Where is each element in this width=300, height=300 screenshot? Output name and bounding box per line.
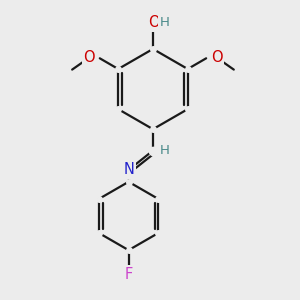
Text: N: N [123,162,134,177]
Text: H: H [159,16,169,29]
Text: O: O [211,50,223,65]
Text: O: O [148,15,159,30]
Text: O: O [83,50,95,65]
Text: F: F [124,267,133,282]
Text: H: H [159,144,169,157]
